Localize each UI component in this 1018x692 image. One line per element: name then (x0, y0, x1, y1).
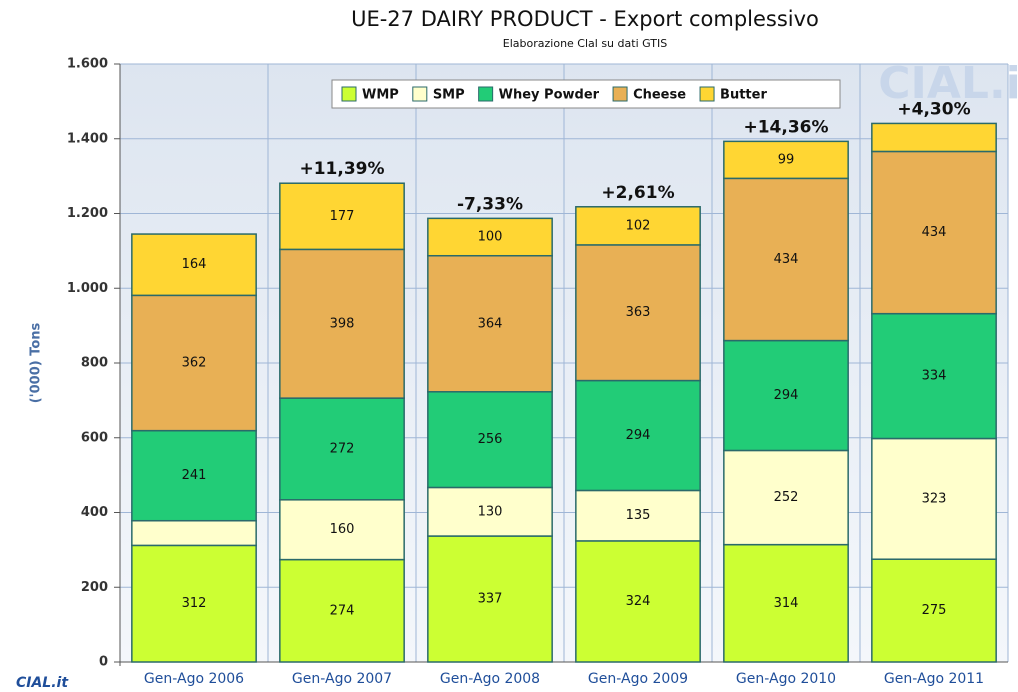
bar-segment (575, 540, 701, 663)
legend-label: Cheese (633, 88, 686, 103)
legend-swatch (699, 86, 715, 102)
y-tick-label: 1.000 (67, 281, 108, 296)
bar-segment (427, 217, 553, 257)
data-label: 274 (330, 603, 355, 618)
data-label: 324 (626, 594, 651, 609)
bar-segment (871, 437, 997, 560)
bar-segment (131, 519, 257, 547)
x-tick-label: Gen-Ago 2010 (736, 671, 836, 687)
data-label: 252 (774, 490, 799, 505)
bar-segment (723, 177, 849, 342)
watermark: CIAL.it (878, 58, 1018, 109)
data-label: 241 (182, 468, 207, 483)
legend-swatch (412, 86, 428, 102)
bar-segment (427, 486, 553, 537)
data-label: 275 (922, 603, 947, 618)
legend-swatch (478, 86, 494, 102)
bar-segment (871, 122, 997, 153)
bar-segment (279, 248, 405, 399)
bar-segment (575, 379, 701, 492)
y-tick-label: 1.600 (67, 57, 108, 72)
bar-segment (131, 233, 257, 297)
y-axis-label: ('000) Tons (29, 322, 44, 403)
chart-title: UE-27 DAIRY PRODUCT - Export complessivo (351, 7, 819, 31)
bar-segment (575, 244, 701, 382)
bar-segment (871, 150, 997, 315)
legend: WMP SMP Whey Powder Cheese Butter (331, 79, 841, 109)
bar-segment (279, 182, 405, 251)
data-label: 294 (774, 388, 799, 403)
legend-label: Whey Powder (499, 88, 600, 103)
bar-segment (279, 499, 405, 561)
y-tick-label: 1.400 (67, 131, 108, 146)
y-tick-label: 800 (81, 356, 108, 371)
data-label: 312 (182, 596, 207, 611)
data-label: 337 (478, 592, 503, 607)
bar-segment (279, 397, 405, 501)
logo: CIAL.it (16, 675, 69, 691)
data-label: 177 (330, 209, 355, 224)
x-tick-label: Gen-Ago 2009 (588, 671, 688, 687)
data-label: 256 (478, 432, 503, 447)
legend-label: SMP (433, 88, 465, 103)
bar-segment (279, 558, 405, 663)
y-tick-label: 600 (81, 430, 108, 445)
data-label: 398 (330, 316, 355, 331)
x-tick-label: Gen-Ago 2006 (144, 671, 244, 687)
bar-segment (575, 489, 701, 542)
chart-subtitle: Elaborazione Clal su dati GTIS (503, 37, 667, 50)
y-tick-label: 1.200 (67, 206, 108, 221)
x-tick-label: Gen-Ago 2011 (884, 671, 984, 687)
data-label: 434 (774, 252, 799, 267)
legend-swatch (612, 86, 628, 102)
bar-segment (427, 535, 553, 663)
y-tick-label: 200 (81, 580, 108, 595)
data-label: 130 (478, 504, 503, 519)
data-label: 135 (626, 508, 651, 523)
bar-segment (427, 391, 553, 489)
bar-segment (131, 429, 257, 522)
x-tick-label: Gen-Ago 2007 (292, 671, 392, 687)
growth-label: +4,30% (897, 99, 970, 119)
bar-segment (131, 294, 257, 432)
growth-label: +11,39% (299, 159, 384, 179)
legend-swatch (341, 86, 357, 102)
x-tick-label: Gen-Ago 2008 (440, 671, 540, 687)
data-label: 164 (182, 257, 207, 272)
legend-label: WMP (362, 88, 399, 103)
data-label: 102 (626, 218, 651, 233)
bar-segment (575, 206, 701, 246)
data-label: 100 (478, 230, 503, 245)
data-label: 160 (330, 522, 355, 537)
data-label: 314 (774, 596, 799, 611)
data-label: 362 (182, 356, 207, 371)
growth-label: +2,61% (601, 183, 674, 203)
data-label: 294 (626, 428, 651, 443)
bar-segment (427, 254, 553, 393)
data-label: 434 (922, 225, 947, 240)
data-label: 99 (778, 152, 795, 167)
data-label: 323 (922, 491, 947, 506)
bar-segment (723, 140, 849, 180)
data-label: 363 (626, 305, 651, 320)
bar-segment (723, 339, 849, 452)
bar-segment (131, 544, 257, 663)
data-label: 334 (922, 369, 947, 384)
growth-label: -7,33% (457, 194, 523, 214)
y-tick-label: 400 (81, 505, 108, 520)
y-tick-label: 0 (99, 655, 108, 670)
growth-label: +14,36% (743, 117, 828, 137)
data-label: 364 (478, 316, 503, 331)
data-label: 272 (330, 441, 355, 456)
legend-label: Butter (720, 88, 767, 103)
